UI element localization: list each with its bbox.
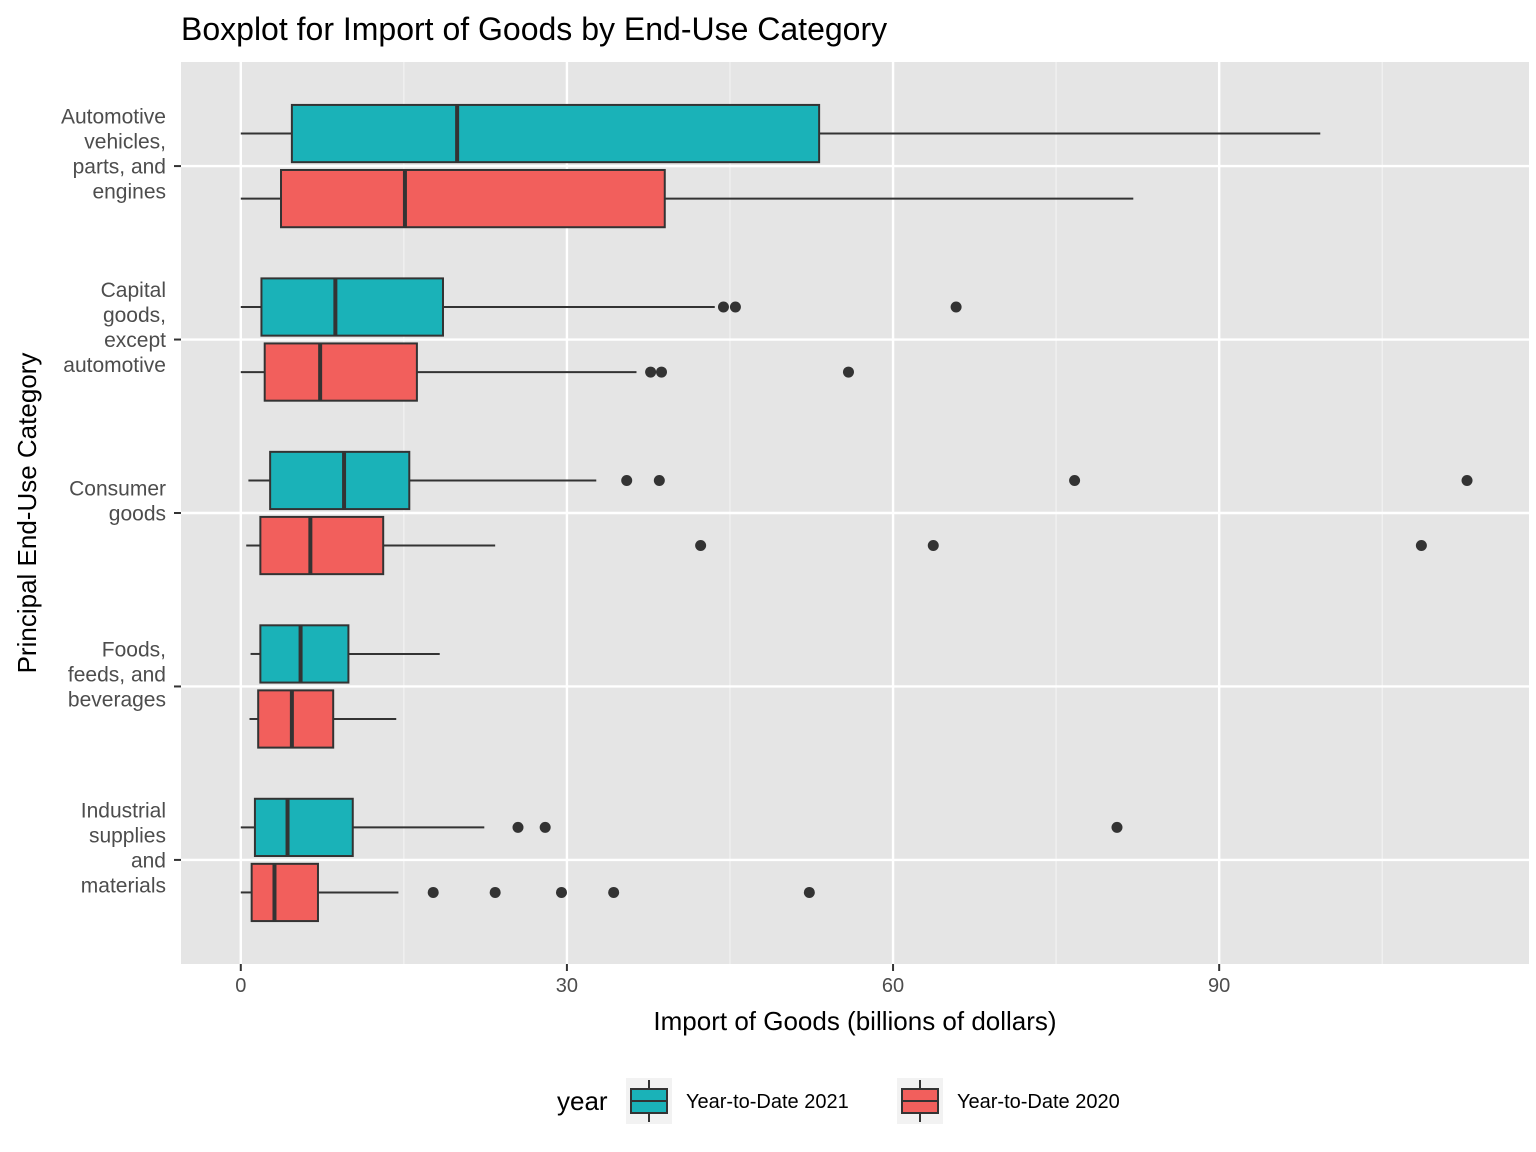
y-tick-label: vehicles, [84, 131, 166, 154]
y-tick-label: except [104, 329, 166, 352]
chart-title: Boxplot for Import of Goods by End-Use C… [181, 11, 887, 47]
legend-title: year [557, 1086, 608, 1116]
box-3 [248, 450, 1473, 511]
box-5 [240, 797, 1123, 858]
box-iqr [290, 103, 821, 164]
box-iqr [253, 797, 354, 858]
box-iqr [260, 277, 444, 337]
major-gridlines [181, 62, 1529, 964]
outlier-point [842, 366, 854, 378]
box-5 [240, 862, 815, 923]
outlier-point [512, 821, 524, 833]
legend-label: Year-to-Date 2021 [686, 1091, 849, 1113]
outlier-point [645, 366, 657, 378]
outlier-point [1461, 474, 1473, 486]
x-axis-title: Import of Goods (billions of dollars) [653, 1006, 1056, 1036]
box-series-group [240, 103, 1473, 923]
legend-label: Year-to-Date 2020 [957, 1091, 1120, 1113]
outlier-point [729, 301, 741, 313]
outlier-point [608, 886, 620, 898]
outlier-point [1415, 540, 1427, 552]
outlier-point [655, 366, 667, 378]
y-tick-label: Automotive [61, 106, 166, 129]
x-axis: 0 30 60 90 [235, 964, 1230, 997]
y-tick-label: and [131, 849, 166, 872]
y-tick-label: feeds, and [68, 663, 166, 686]
outlier-point [555, 886, 567, 898]
outlier-point [427, 886, 439, 898]
box-iqr [257, 689, 335, 749]
box-iqr [269, 450, 411, 511]
y-tick-label: Consumer [69, 478, 166, 501]
outlier-point [489, 886, 501, 898]
box-iqr [250, 862, 319, 923]
outlier-point [803, 886, 815, 898]
y-axis-title: Principal End-Use Category [12, 353, 42, 674]
series-ytd-2020 [240, 168, 1427, 923]
outlier-point [695, 540, 707, 552]
box-4 [249, 689, 397, 749]
x-tick-label: 60 [882, 975, 904, 997]
outlier-point [1111, 821, 1123, 833]
x-tick-label: 0 [235, 975, 246, 997]
x-tick-label: 30 [556, 975, 578, 997]
box-iqr [259, 515, 385, 576]
series-ytd-2021 [240, 103, 1473, 858]
y-tick-label: materials [81, 874, 166, 897]
legend-entry: Year-to-Date 2021 [626, 1078, 849, 1124]
x-tick-label: 90 [1208, 975, 1230, 997]
y-tick-label: Foods, [102, 638, 166, 661]
box-3 [246, 515, 1427, 576]
box-iqr [280, 168, 666, 229]
box-2 [240, 277, 962, 337]
y-tick-label: beverages [68, 688, 166, 711]
y-tick-label: goods [109, 503, 166, 526]
box-2 [240, 342, 854, 402]
box-iqr [259, 624, 350, 684]
outlier-point [621, 474, 633, 486]
outlier-point [539, 821, 551, 833]
y-tick-label: automotive [63, 354, 166, 377]
outlier-point [927, 540, 939, 552]
legend: year Year-to-Date 2021 Year-to-Date 2020 [557, 1078, 1120, 1124]
y-tick-label: supplies [89, 824, 166, 847]
outlier-point [1069, 474, 1081, 486]
outlier-point [950, 301, 962, 313]
box-1 [240, 103, 1321, 164]
y-tick-label: engines [92, 181, 166, 204]
box-4 [250, 624, 440, 684]
legend-entry: Year-to-Date 2020 [897, 1078, 1120, 1124]
y-tick-label: parts, and [73, 156, 166, 179]
y-tick-label: Capital [101, 279, 166, 302]
outlier-point [653, 474, 665, 486]
box-1 [240, 168, 1134, 229]
y-tick-label: Industrial [81, 799, 166, 822]
y-tick-label: goods, [103, 304, 166, 327]
outlier-point [717, 301, 729, 313]
box-iqr [263, 342, 418, 402]
